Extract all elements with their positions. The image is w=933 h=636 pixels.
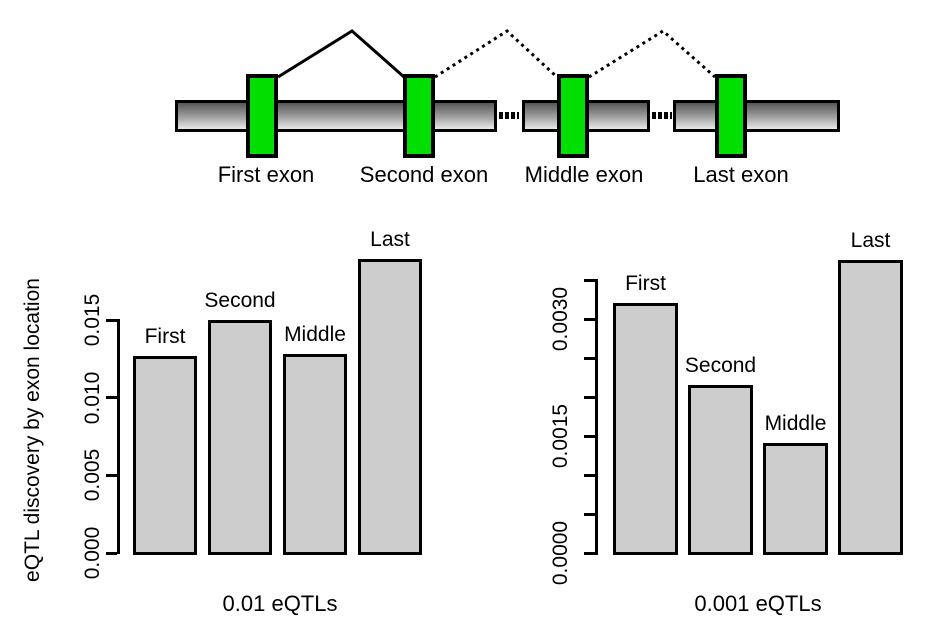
bar-last	[838, 260, 903, 555]
bar-first	[133, 356, 197, 555]
y-axis-tick	[106, 551, 117, 555]
bar-label-middle: Middle	[764, 412, 827, 435]
y-axis-tick	[584, 278, 595, 282]
bar-label-second: Second	[684, 354, 757, 377]
y-tick-label: 0.0030	[549, 286, 572, 352]
y-tick-label: 0.0000	[549, 520, 572, 586]
bar-middle	[283, 354, 347, 555]
y-axis-tick	[106, 396, 117, 400]
y-axis-tick	[584, 317, 595, 321]
gene-bar-segment-3	[673, 100, 840, 132]
intron-break-dots-1	[499, 112, 519, 119]
y-axis-tick	[584, 473, 595, 477]
exon-box-second	[403, 74, 435, 158]
y-axis-tick	[584, 356, 595, 360]
y-axis-tick	[106, 473, 117, 477]
y-axis-tick	[584, 434, 595, 438]
splice-lines	[277, 29, 716, 79]
exon-box-middle	[557, 74, 589, 158]
exon-label-first: First exon	[217, 162, 315, 187]
splice-line-dotted-2	[588, 29, 716, 79]
y-axis-line	[595, 278, 598, 555]
bar-label-middle: Middle	[284, 323, 346, 346]
x-axis-caption-right: 0.001 eQTLs	[694, 591, 822, 616]
y-axis-tick	[584, 512, 595, 516]
y-axis-tick	[106, 318, 117, 322]
exon-label-second: Second exon	[359, 162, 489, 187]
bar-last	[358, 259, 422, 555]
splice-line-solid	[277, 29, 405, 79]
bar-second	[208, 320, 272, 555]
exon-label-middle: Middle exon	[524, 162, 644, 187]
y-tick-label: 0.0015	[549, 403, 572, 469]
x-axis-caption-left: 0.01 eQTLs	[222, 591, 338, 616]
intron-break-dots-2	[652, 112, 672, 119]
gene-bar-segment-1	[175, 100, 497, 132]
gene-diagram: First exon Second exon Middle exon Last …	[0, 0, 933, 200]
y-axis-tick	[584, 395, 595, 399]
exon-box-last	[715, 74, 747, 158]
exon-box-first	[246, 74, 278, 158]
bar-middle	[763, 443, 828, 555]
splice-line-dotted-1	[434, 29, 559, 79]
y-axis-tick	[584, 551, 595, 555]
exon-label-last: Last exon	[693, 162, 789, 187]
bar-label-last: Last	[850, 229, 891, 252]
bar-label-last: Last	[370, 228, 410, 251]
bar-first	[613, 303, 678, 555]
bar-label-second: Second	[204, 289, 276, 312]
bar-label-first: First	[144, 325, 186, 348]
y-axis-line	[117, 318, 120, 555]
bar-second	[688, 385, 753, 555]
bar-label-first: First	[625, 272, 666, 295]
